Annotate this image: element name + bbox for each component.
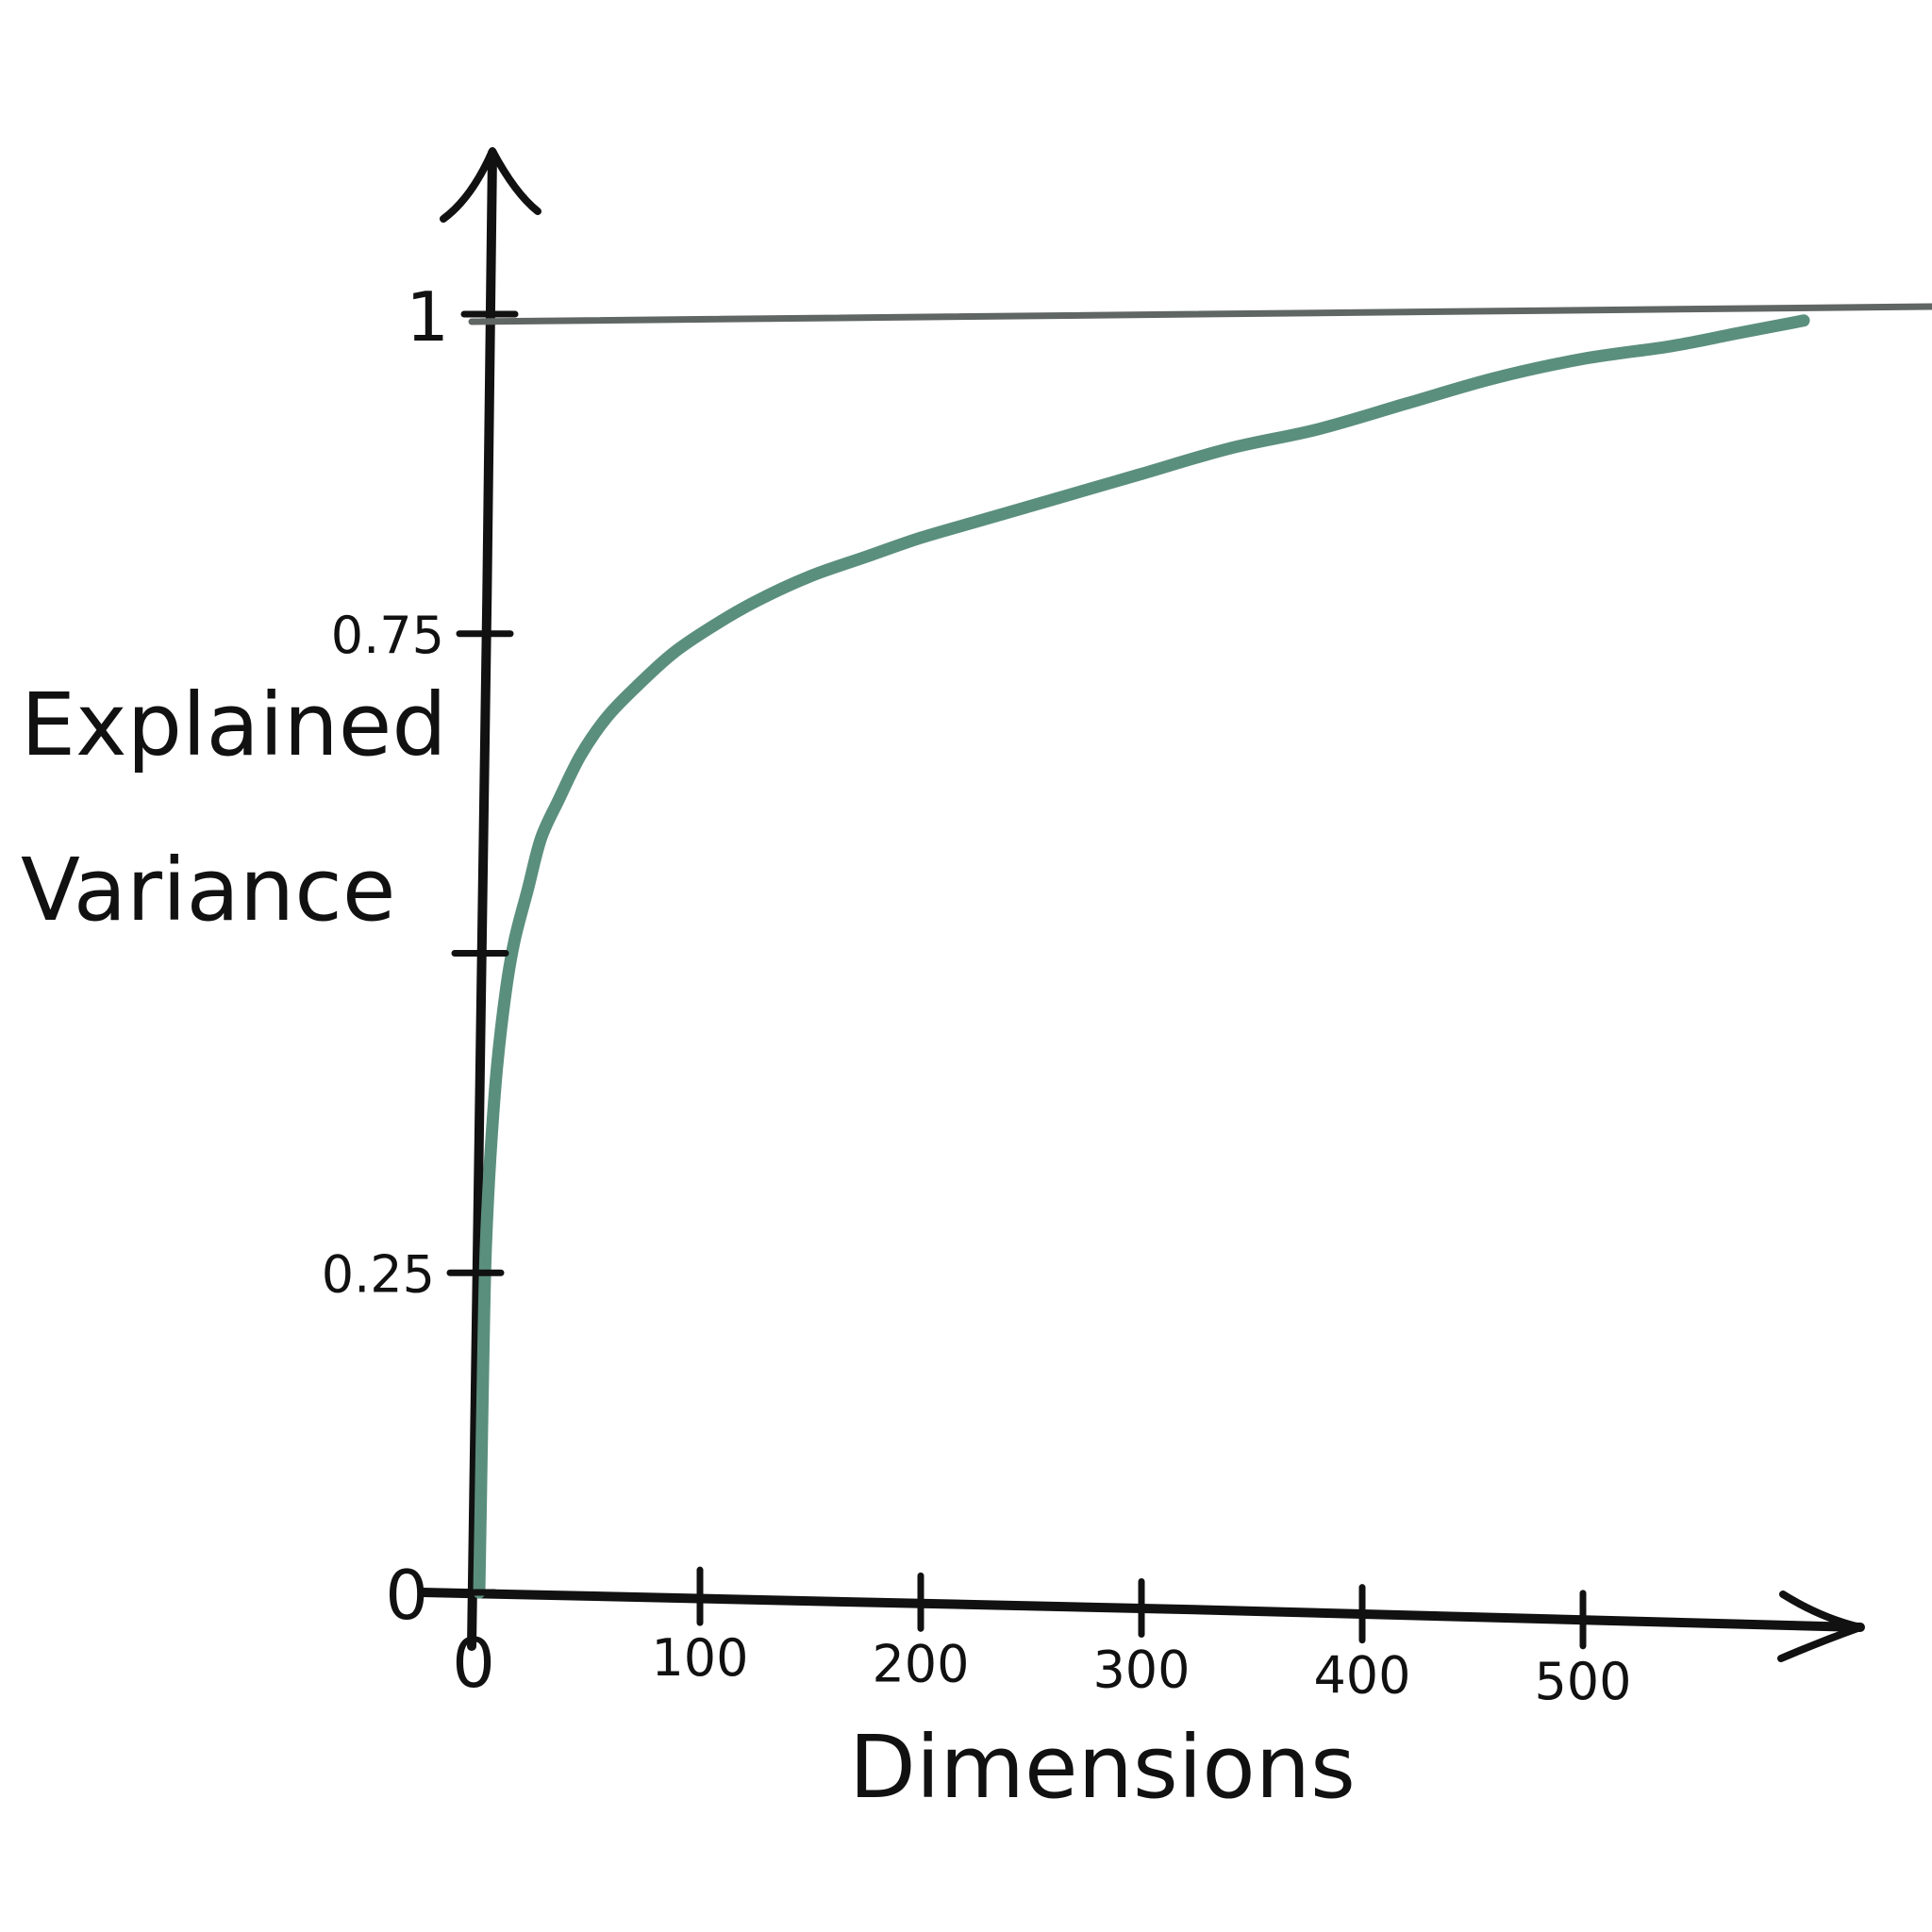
x-tick-label: 400 [1313, 1646, 1410, 1706]
y-tick-label: 0.25 [322, 1244, 435, 1304]
reference-line-layer [468, 303, 1932, 325]
x-tick-label: 300 [1092, 1641, 1190, 1700]
y-ticks: 0 0.25 0.75 1 [322, 277, 519, 1635]
x-tick-label: 500 [1534, 1652, 1631, 1711]
y-axis-label-line-1: Explained [21, 675, 447, 775]
x-tick-label: 0 [452, 1624, 495, 1703]
x-axis [418, 1588, 1865, 1632]
x-axis-label: Dimensions [849, 1717, 1356, 1818]
y-axis [467, 148, 497, 1651]
y-tick-label: 0.75 [331, 606, 444, 665]
y-tick-label: 0 [385, 1556, 428, 1635]
x-tick-label: 200 [872, 1634, 969, 1693]
x-axis-arrowhead [1777, 1591, 1864, 1662]
y-axis-arrowhead [440, 147, 541, 223]
y-axis-label-line-2: Variance [21, 840, 395, 941]
reference-line-total-variance [468, 303, 1932, 325]
axes [418, 147, 1865, 1662]
x-tick-label: 100 [651, 1628, 748, 1688]
series-line-0 [473, 314, 1810, 1599]
x-ticks: 0 100 200 300 400 500 [452, 1566, 1632, 1711]
y-tick-label: 1 [406, 277, 449, 357]
curve-layer [473, 314, 1810, 1599]
